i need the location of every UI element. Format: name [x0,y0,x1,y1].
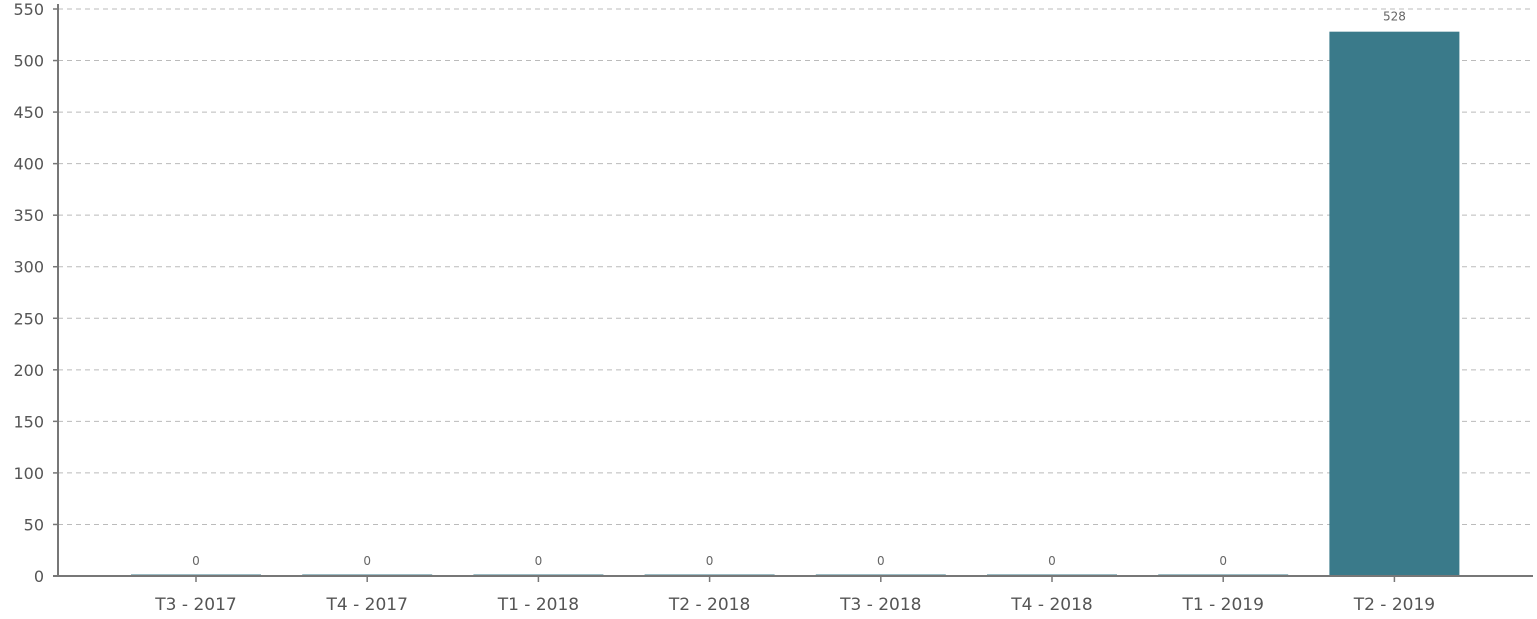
x-tick-label: T2 - 2019 [1353,595,1435,615]
grid-lines [58,8,1533,525]
y-tick-label: 450 [13,103,44,122]
x-tick-label: T4 - 2018 [1010,595,1092,615]
bars [131,31,1460,577]
data-label: 0 [535,554,543,568]
y-tick-label: 500 [13,52,44,71]
y-tick-label: 550 [13,0,44,19]
x-tick-label: T1 - 2019 [1181,595,1263,615]
data-label: 0 [1048,554,1056,568]
y-tick-label: 50 [24,515,44,534]
data-label: 0 [363,554,371,568]
x-tick-label: T4 - 2017 [325,595,407,615]
data-label: 0 [192,554,200,568]
y-tick-label: 150 [13,412,44,431]
y-tick-label: 400 [13,155,44,174]
data-label: 0 [1219,554,1227,568]
y-tick-label: 100 [13,464,44,483]
x-tick-label: T1 - 2018 [497,595,579,615]
y-tick-label: 250 [13,309,44,328]
y-tick-label: 0 [34,567,44,586]
bar [1329,31,1460,577]
y-tick-label: 200 [13,361,44,380]
y-tick-label: 350 [13,206,44,225]
x-tick-label: T2 - 2018 [668,595,750,615]
data-label: 0 [706,554,714,568]
labels: 0 50 100 150 200 250 300 350 400 450 500 550 0 T3 - 2… [13,0,1435,615]
axes [53,4,1533,582]
data-label: 0 [877,554,885,568]
x-tick-label: T3 - 2018 [839,595,921,615]
data-label: 528 [1383,10,1406,24]
x-tick-label: T3 - 2017 [154,595,236,615]
y-tick-label: 300 [13,258,44,277]
